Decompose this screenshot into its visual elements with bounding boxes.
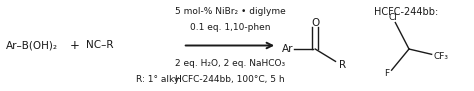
- Text: Ar–B(OH)₂: Ar–B(OH)₂: [6, 40, 58, 51]
- Text: +: +: [70, 39, 79, 52]
- Text: 2 eq. H₂O, 2 eq. NaHCO₃: 2 eq. H₂O, 2 eq. NaHCO₃: [175, 59, 285, 68]
- Text: Cl: Cl: [389, 13, 397, 22]
- Text: R: R: [339, 60, 346, 70]
- Text: HCFC-244bb:: HCFC-244bb:: [374, 7, 438, 17]
- Text: NC–R: NC–R: [86, 40, 114, 51]
- Text: CF₃: CF₃: [434, 52, 449, 61]
- Text: R: 1° alkyl: R: 1° alkyl: [136, 75, 182, 84]
- Text: Ar: Ar: [282, 44, 293, 54]
- Text: 5 mol-% NiBr₂ • diglyme: 5 mol-% NiBr₂ • diglyme: [174, 7, 285, 16]
- Text: O: O: [311, 18, 319, 28]
- Text: HCFC-244bb, 100°C, 5 h: HCFC-244bb, 100°C, 5 h: [175, 75, 285, 84]
- Text: F: F: [384, 69, 390, 78]
- Text: 0.1 eq. 1,10-phen: 0.1 eq. 1,10-phen: [190, 23, 270, 32]
